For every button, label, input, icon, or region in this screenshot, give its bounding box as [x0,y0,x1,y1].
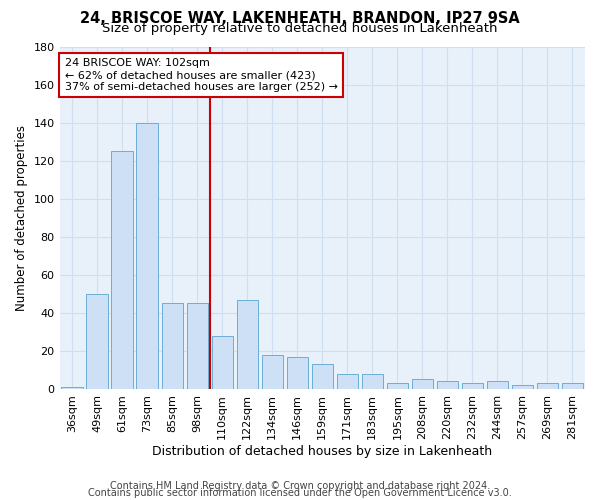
Bar [487,382,508,389]
Bar [262,354,283,389]
Text: 24 BRISCOE WAY: 102sqm
← 62% of detached houses are smaller (423)
37% of semi-de: 24 BRISCOE WAY: 102sqm ← 62% of detached… [65,58,338,92]
Bar [337,374,358,389]
Bar [412,380,433,389]
Bar [112,151,133,389]
Bar [287,356,308,389]
Bar [311,364,333,389]
Bar [236,300,258,389]
Bar [212,336,233,389]
Bar [437,382,458,389]
Text: Contains HM Land Registry data © Crown copyright and database right 2024.: Contains HM Land Registry data © Crown c… [110,481,490,491]
Bar [462,384,483,389]
Bar [512,385,533,389]
Bar [86,294,108,389]
Text: 24, BRISCOE WAY, LAKENHEATH, BRANDON, IP27 9SA: 24, BRISCOE WAY, LAKENHEATH, BRANDON, IP… [80,11,520,26]
Bar [562,384,583,389]
Bar [187,304,208,389]
X-axis label: Distribution of detached houses by size in Lakenheath: Distribution of detached houses by size … [152,444,493,458]
Bar [387,384,408,389]
Bar [161,304,183,389]
Y-axis label: Number of detached properties: Number of detached properties [15,124,28,310]
Text: Contains public sector information licensed under the Open Government Licence v3: Contains public sector information licen… [88,488,512,498]
Bar [61,387,83,389]
Bar [537,384,558,389]
Bar [136,122,158,389]
Bar [362,374,383,389]
Text: Size of property relative to detached houses in Lakenheath: Size of property relative to detached ho… [102,22,498,35]
